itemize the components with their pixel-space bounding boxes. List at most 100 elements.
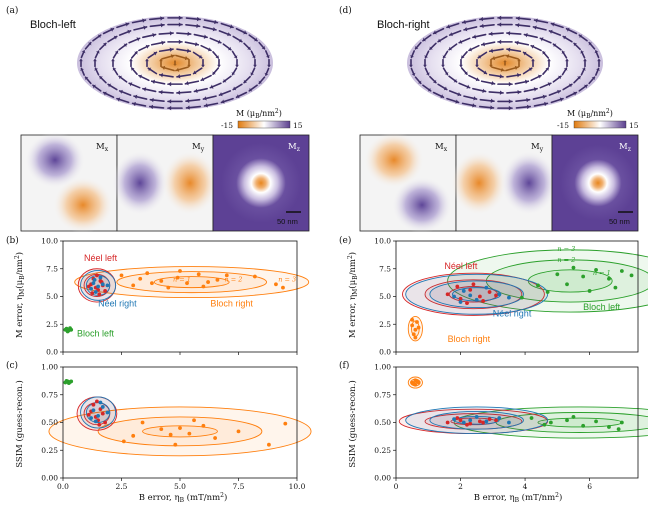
mz-map-left: Mz 50 nm	[212, 134, 310, 232]
data-point	[484, 285, 489, 290]
spin-arrow-head	[577, 76, 581, 80]
confidence-ellipse	[402, 272, 545, 316]
spin-arrow-head	[81, 50, 86, 54]
data-point	[410, 317, 415, 322]
data-point	[281, 285, 285, 290]
spin-arrow-head	[128, 59, 134, 62]
data-point	[497, 292, 502, 297]
panel-label-f: (f)	[339, 360, 349, 371]
mz-label-left: Mz	[288, 142, 300, 153]
spin-arrow-head	[584, 84, 588, 89]
colorbar-min-left: -15	[221, 121, 233, 130]
y-tick-label: 0.75	[374, 390, 391, 399]
data-point	[455, 416, 460, 420]
spin-arrow-head	[566, 27, 570, 32]
spin-arrow-head	[429, 46, 433, 50]
spin-arrow-head	[152, 33, 156, 38]
data-point	[91, 402, 96, 407]
spin-arrow-head	[491, 81, 495, 86]
data-point	[96, 284, 100, 289]
spin-arrow-head	[159, 89, 163, 95]
data-point	[411, 381, 416, 386]
confidence-ellipse	[74, 266, 310, 299]
spin-arrow-head	[551, 22, 555, 27]
spin-arrow-head	[266, 64, 272, 67]
spin-arrow-head	[186, 48, 191, 53]
data-point	[140, 420, 145, 425]
data-point	[565, 418, 569, 423]
spin-arrow-head	[161, 40, 165, 45]
series-label: Bloch right	[448, 334, 491, 344]
spin-arrow-head	[243, 79, 247, 83]
spin-arrow-head	[537, 74, 542, 79]
spin-arrow-head	[123, 43, 127, 48]
spin-arrow-head	[411, 72, 416, 76]
skyrmion-arrows-right	[408, 15, 602, 111]
data-point	[477, 294, 482, 299]
title-bloch-right: Bloch-right	[377, 19, 430, 31]
spin-arrow-head	[479, 16, 484, 22]
spin-arrow-head	[515, 40, 519, 45]
spin-arrow-head	[243, 30, 247, 35]
spin-arrow-head	[258, 80, 263, 84]
sigma-label: n = 1	[593, 269, 611, 277]
spin-arrow-head	[125, 22, 129, 27]
spin-arrow-head	[498, 39, 502, 45]
my-label-left: My	[192, 142, 205, 153]
spin-arrow-head	[261, 46, 265, 49]
spin-arrow-head	[110, 59, 116, 62]
spin-arrow-head	[557, 75, 561, 80]
spin-arrow-head	[547, 82, 551, 87]
data-point	[97, 422, 102, 427]
spin-arrow-head	[506, 31, 511, 36]
data-point	[95, 273, 99, 278]
spin-arrow-head	[160, 16, 164, 21]
x-tick-label: 6	[587, 482, 592, 491]
spin-arrow-head	[526, 104, 531, 110]
colorbar-max-right: 15	[629, 121, 639, 130]
spin-arrow-head	[196, 23, 200, 29]
y-tick-label: 1.00	[374, 363, 391, 372]
spin-arrow-head	[473, 96, 477, 101]
spin-arrow-head	[131, 67, 135, 71]
data-point	[215, 277, 220, 282]
spin-arrow-head	[151, 79, 156, 84]
data-point	[474, 297, 479, 302]
my-map-right: My	[451, 134, 557, 232]
spin-arrow-head	[573, 91, 577, 96]
x-tick-label: 2.5	[116, 482, 128, 491]
data-point	[105, 410, 110, 415]
spin-arrow-head	[588, 42, 593, 46]
spin-arrow-head	[417, 80, 422, 84]
data-point	[224, 273, 229, 278]
spin-arrow-head	[184, 55, 189, 61]
spin-arrow-head	[531, 44, 535, 49]
data-point	[507, 295, 511, 300]
spin-arrow-head	[505, 54, 510, 59]
spin-arrow-head	[97, 34, 101, 39]
data-point	[97, 292, 102, 297]
spin-arrow-head	[185, 98, 190, 104]
data-point	[196, 272, 201, 277]
spin-arrow-head	[143, 25, 147, 30]
data-point	[529, 416, 534, 420]
spin-arrow-head	[148, 67, 152, 72]
ylabel-c: SSIM (guess-recon.)	[14, 380, 25, 468]
spin-arrow-head	[534, 18, 538, 23]
spin-arrow-head	[227, 32, 231, 37]
data-point	[267, 442, 271, 447]
data-point	[98, 400, 103, 405]
data-point	[131, 433, 136, 438]
data-point	[283, 421, 288, 426]
spin-arrow-head	[542, 94, 547, 99]
spin-arrow-head	[478, 54, 482, 59]
spin-arrow-head	[169, 47, 174, 52]
spin-arrow-head	[194, 88, 198, 93]
x-tick-label: 10.0	[289, 482, 306, 491]
spin-arrow-head	[526, 97, 530, 103]
y-tick-label: 10.0	[41, 237, 58, 246]
spin-arrow-head	[185, 81, 189, 86]
spin-arrow-head	[176, 90, 181, 95]
spin-arrow-head	[557, 89, 561, 94]
spin-arrow-head	[475, 77, 479, 82]
